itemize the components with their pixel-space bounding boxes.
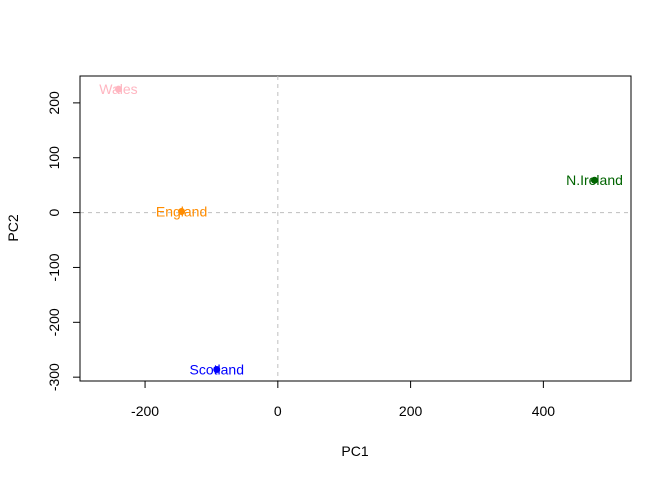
point-label: Scotland [190, 361, 244, 377]
point-scotland: Scotland [190, 361, 244, 377]
point-label: Wales [99, 81, 137, 97]
x-tick-label: -200 [131, 403, 159, 419]
data-points: England Wales Scotland N.Ireland [99, 81, 623, 377]
y-tick-label: 200 [46, 91, 62, 115]
point-wales: Wales [99, 81, 137, 97]
y-tick-label: 100 [46, 146, 62, 170]
data-point [213, 365, 221, 373]
x-axis: -200 0 200 400 [131, 380, 556, 419]
plot-box [79, 75, 632, 382]
y-tick-label: -100 [46, 253, 62, 281]
y-tick-label: 0 [46, 208, 62, 216]
x-tick-label: 400 [532, 403, 556, 419]
point-label: N.Ireland [566, 172, 623, 188]
data-point [115, 85, 123, 93]
point-n-ireland: N.Ireland [566, 172, 623, 188]
x-tick-label: 0 [274, 403, 282, 419]
x-tick-label: 200 [399, 403, 423, 419]
data-point [178, 207, 186, 215]
point-label: England [156, 203, 207, 219]
x-axis-title: PC1 [341, 443, 368, 459]
y-axis-title: PC2 [5, 214, 21, 241]
y-tick-label: -200 [46, 308, 62, 336]
data-point [590, 176, 598, 184]
y-tick-label: -300 [46, 363, 62, 391]
reference-lines [80, 76, 631, 381]
y-axis: -300 -200 -100 0 100 200 [46, 91, 81, 391]
point-england: England [156, 203, 207, 219]
